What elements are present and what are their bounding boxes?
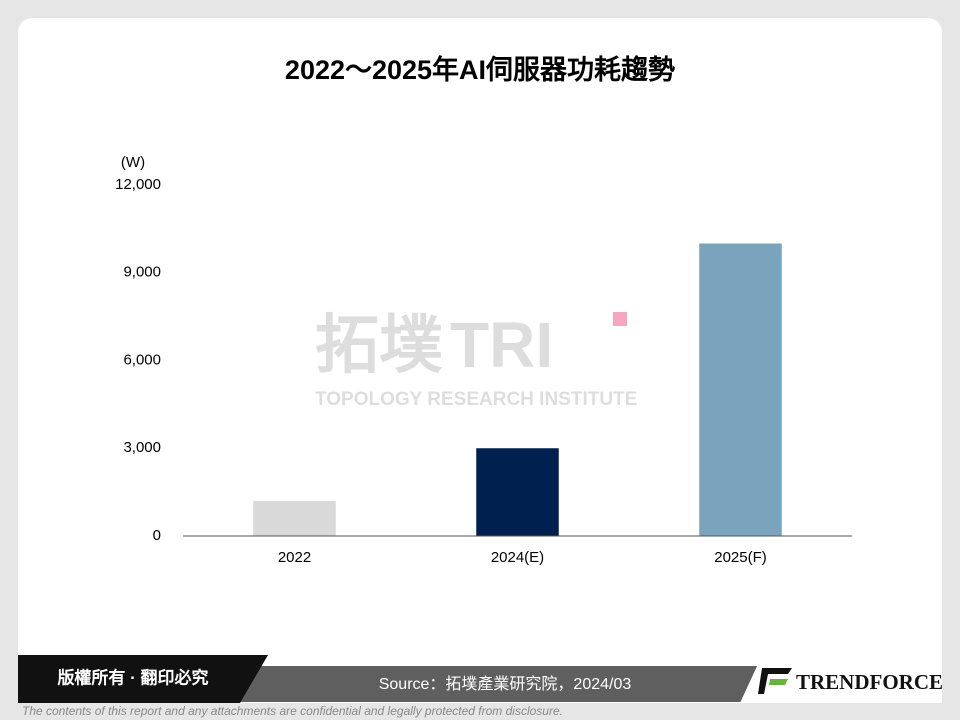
logo-box (740, 638, 942, 703)
logo: TRENDFORCE (796, 670, 943, 694)
y-tick-label: 9,000 (123, 264, 161, 281)
watermark-abbr: TRI (450, 309, 553, 381)
bar (253, 500, 336, 536)
watermark: 拓墣 TRI TOPOLOGY RESEARCH INSTITUTE (315, 309, 637, 410)
disclaimer: The contents of this report and any atta… (22, 704, 563, 718)
x-tick-label: 2024(E) (491, 549, 544, 566)
y-tick-label: 12,000 (115, 176, 161, 193)
copyright-box (18, 655, 268, 703)
copyright: 版權所有 · 翻印必究 (57, 667, 208, 687)
plot: 0 3,000 6,000 9,000 12,000 2022 2024(E) 2025(F) (115, 176, 852, 566)
watermark-dot (613, 312, 627, 326)
bar (476, 448, 559, 536)
y-tick-label: 0 (153, 527, 161, 544)
x-tick-label: 2025(F) (714, 549, 767, 566)
y-tick-label: 6,000 (123, 351, 161, 368)
logo-icon-accent (769, 679, 788, 685)
source: Source：拓墣產業研究院，2024/03 (379, 675, 632, 693)
chart-title: 2022～2025年AI伺服器功耗趨勢 (285, 54, 675, 85)
watermark-subtitle: TOPOLOGY RESEARCH INSTITUTE (315, 389, 637, 410)
logo-icon (758, 668, 792, 694)
watermark-name: 拓墣 (315, 309, 443, 381)
y-axis-unit: (W) (121, 154, 145, 171)
bar (699, 243, 782, 536)
x-tick-label: 2022 (278, 549, 311, 566)
y-tick-label: 3,000 (123, 439, 161, 456)
